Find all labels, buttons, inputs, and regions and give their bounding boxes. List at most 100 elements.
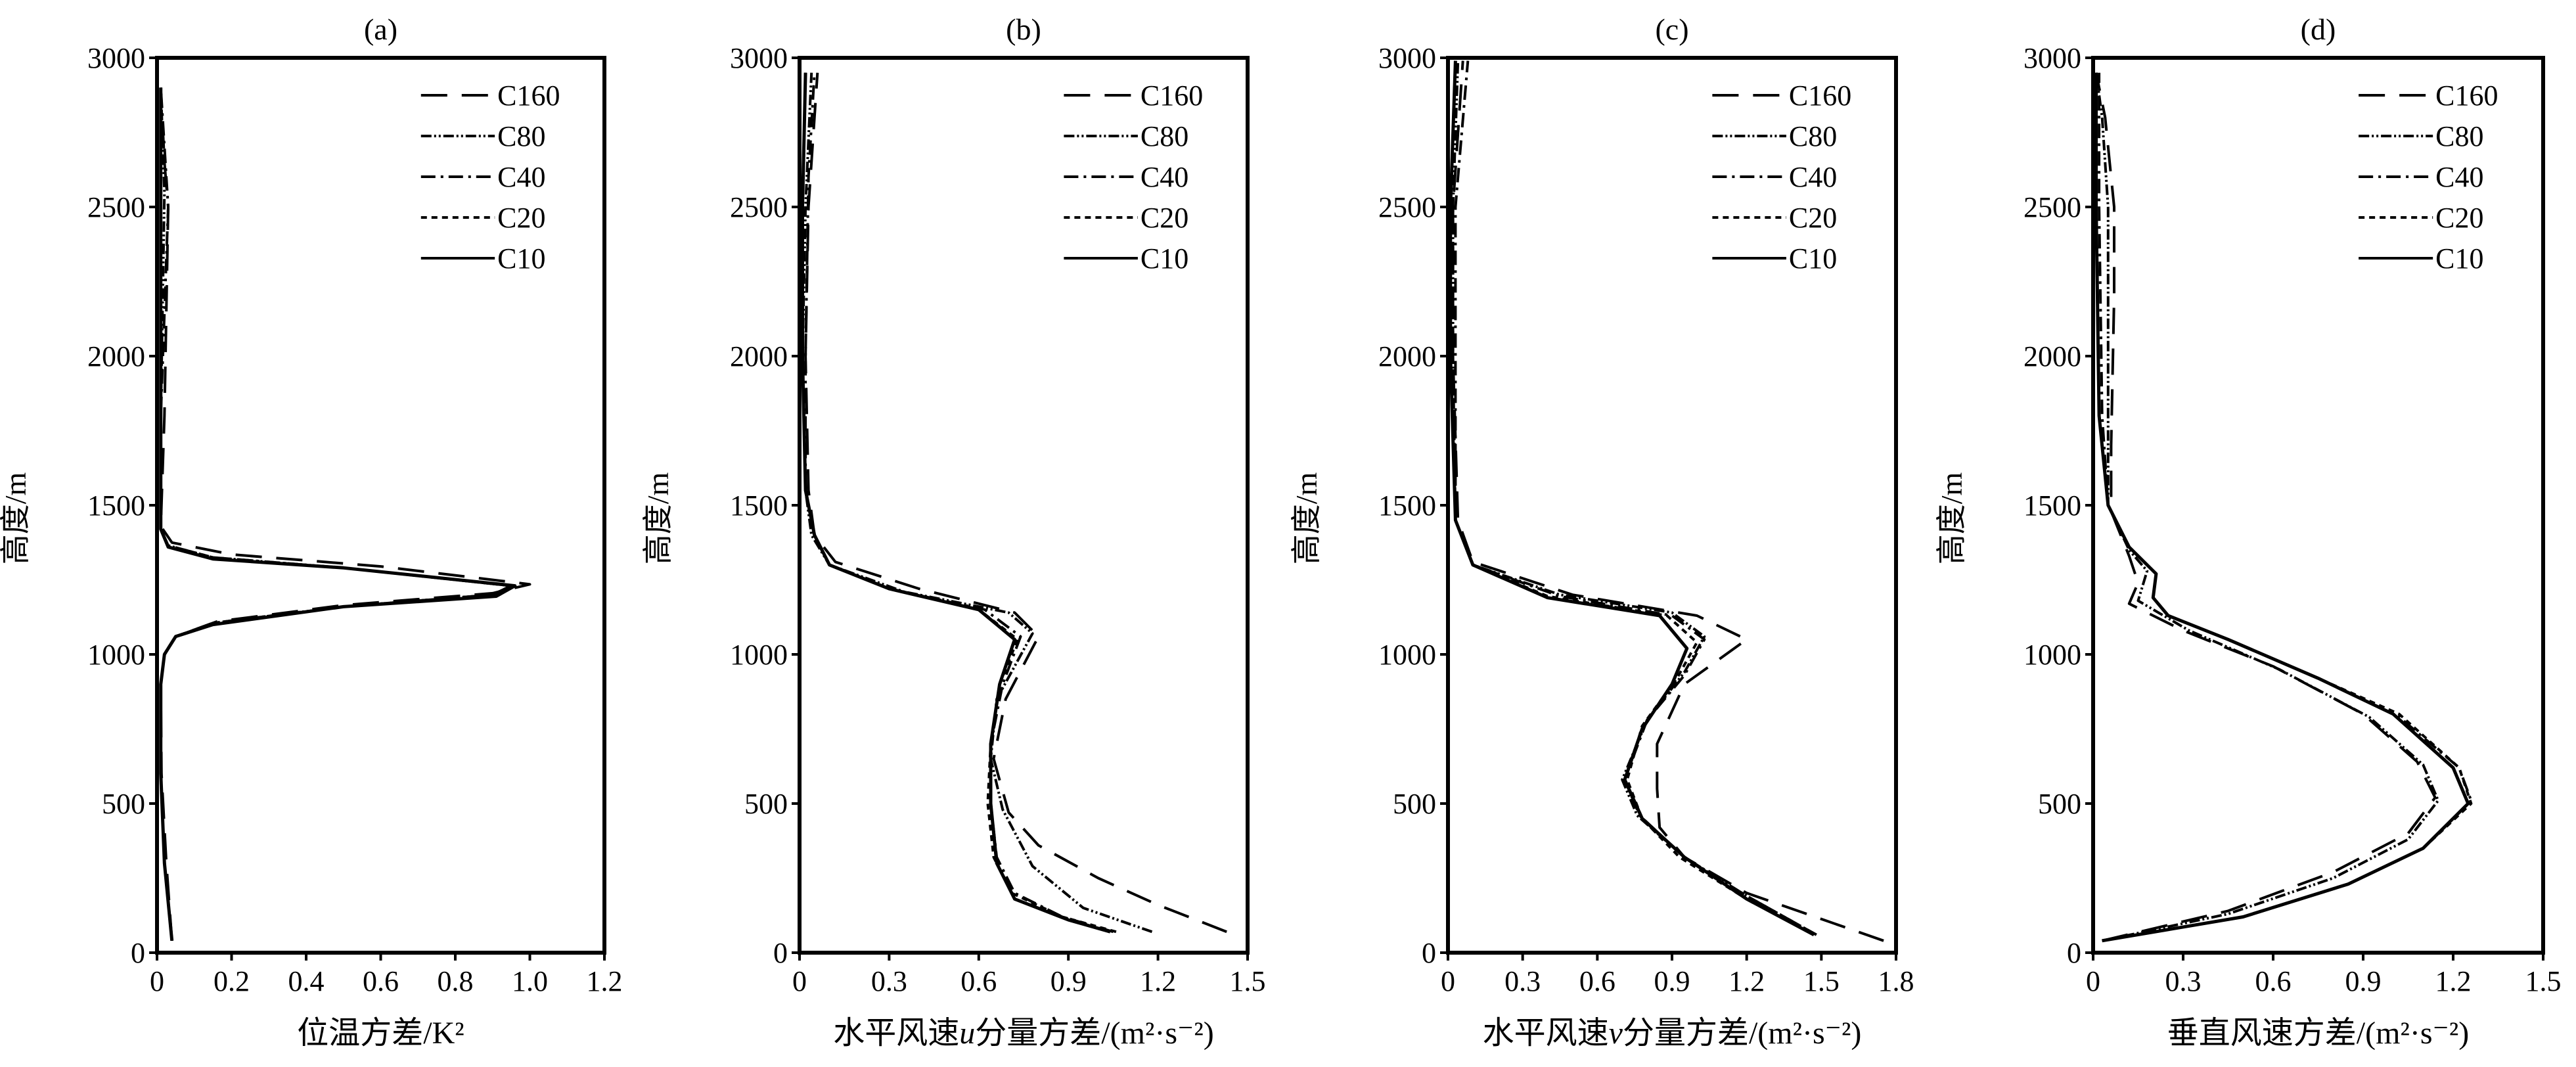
y-tick-label: 0 xyxy=(1422,937,1436,969)
x-tick-label: 0 xyxy=(2086,965,2100,997)
x-tick-label: 0.9 xyxy=(2345,965,2382,997)
y-tick-label: 1000 xyxy=(1378,639,1436,671)
series-line-c10 xyxy=(1449,60,1815,937)
y-tick-label: 2000 xyxy=(2023,340,2081,373)
y-tick-label: 3000 xyxy=(1378,42,1436,74)
series-line-c20 xyxy=(1449,60,1815,936)
y-tick-label: 0 xyxy=(773,937,788,969)
legend-label: C20 xyxy=(497,202,545,234)
panel-b: (b) C160 C80 C40 C20 C10 0 0.3 0.6 0.9 1.2 1.5 0 500 1… xyxy=(641,12,1266,1051)
x-tick-label: 1.0 xyxy=(512,965,548,997)
panel-a: (a) C160 C80 C40 C20 C10 0 0.2 0.4 0.6 0.8 1.0 1.2 0 5… xyxy=(0,12,623,1051)
series-line-c160 xyxy=(804,72,1227,934)
series-line-c20 xyxy=(2094,72,2473,942)
x-tick-label: 0.4 xyxy=(288,965,325,997)
y-tick-label: 3000 xyxy=(2023,42,2081,74)
y-axis-label: 高度/m xyxy=(0,472,32,565)
y-tick-label: 1500 xyxy=(87,489,145,522)
x-tick-label: 1.2 xyxy=(587,965,623,997)
legend-label: C80 xyxy=(1141,120,1188,152)
legend-label: C10 xyxy=(2435,242,2483,275)
legend-label: C40 xyxy=(2435,161,2483,193)
y-axis-label: 高度/m xyxy=(641,472,675,565)
series-line-c20 xyxy=(159,87,513,941)
y-tick-label: 500 xyxy=(1393,788,1436,820)
legend-label: C80 xyxy=(497,120,545,152)
legend-label: C20 xyxy=(2435,202,2483,234)
series-line-c80 xyxy=(159,87,516,941)
legend-label: C40 xyxy=(1141,161,1188,193)
x-tick-label: 0.2 xyxy=(214,965,250,997)
y-tick-label: 1500 xyxy=(730,489,788,522)
panel-c: (c) C160 C80 C40 C20 C10 0 0.3 0.6 0.9 1.2 1.5 1.8 0 5… xyxy=(1290,12,1914,1051)
y-tick-label: 1500 xyxy=(2023,489,2081,522)
x-axis-label-part: v xyxy=(1609,1016,1623,1051)
x-tick-label: 1.2 xyxy=(1729,965,1765,997)
x-tick-label: 0.3 xyxy=(1504,965,1541,997)
x-tick-label: 1.5 xyxy=(1803,965,1840,997)
series-line-c10 xyxy=(801,72,1111,934)
series-line-c10 xyxy=(2094,72,2470,943)
y-tick-label: 500 xyxy=(102,788,145,820)
x-tick-label: 0.6 xyxy=(960,965,997,997)
y-tick-label: 3000 xyxy=(730,42,788,74)
panel-title: (b) xyxy=(1006,12,1041,46)
panel-title: (c) xyxy=(1655,12,1688,46)
series-line-c160 xyxy=(159,87,531,941)
x-tick-label: 0.9 xyxy=(1654,965,1690,997)
y-axis-label: 高度/m xyxy=(1290,472,1323,565)
series-line-c160 xyxy=(2094,72,2437,942)
x-tick-label: 0.6 xyxy=(363,965,399,997)
legend-label: C40 xyxy=(1789,161,1837,193)
y-tick-label: 1000 xyxy=(730,639,788,671)
y-tick-label: 2000 xyxy=(730,340,788,373)
x-axis-label: 水平风速v分量方差/(m²·s⁻²) xyxy=(1483,1016,1862,1051)
x-tick-label: 0.8 xyxy=(438,965,474,997)
x-tick-label: 1.2 xyxy=(1140,965,1176,997)
x-axis-label-part: u xyxy=(959,1016,975,1051)
legend-label: C80 xyxy=(2435,120,2483,152)
legend-label: C160 xyxy=(1141,79,1203,112)
x-axis-label: 垂直风速方差/(m²·s⁻²) xyxy=(2167,1016,2469,1051)
series-line-c10 xyxy=(159,87,517,942)
x-tick-label: 0.6 xyxy=(1579,965,1616,997)
x-tick-label: 1.5 xyxy=(1230,965,1266,997)
x-axis-label-part: 分量方差/(m²·s⁻²) xyxy=(975,1016,1213,1051)
x-axis-label-part: 水平风速 xyxy=(1483,1016,1609,1051)
x-tick-label: 0 xyxy=(792,965,807,997)
legend-label: C10 xyxy=(1789,242,1837,275)
legend-label: C80 xyxy=(1789,120,1837,152)
x-tick-label: 0.3 xyxy=(871,965,907,997)
y-tick-label: 1000 xyxy=(87,639,145,671)
series-line-c40 xyxy=(159,87,513,941)
x-tick-label: 0 xyxy=(150,965,164,997)
y-tick-label: 1000 xyxy=(2023,639,2081,671)
legend-label: C20 xyxy=(1789,202,1837,234)
x-tick-label: 1.2 xyxy=(2435,965,2472,997)
y-tick-label: 2500 xyxy=(87,191,145,223)
y-axis-label: 高度/m xyxy=(1935,472,1968,565)
x-tick-label: 0.9 xyxy=(1051,965,1087,997)
y-tick-label: 2500 xyxy=(730,191,788,223)
x-tick-label: 0 xyxy=(1441,965,1455,997)
y-tick-label: 2500 xyxy=(1378,191,1436,223)
y-tick-label: 2500 xyxy=(2023,191,2081,223)
y-tick-label: 2000 xyxy=(1378,340,1436,373)
x-tick-label: 1.5 xyxy=(2525,965,2562,997)
legend-label: C160 xyxy=(497,79,560,112)
y-tick-label: 500 xyxy=(2038,788,2081,820)
y-tick-label: 2000 xyxy=(87,340,145,373)
series-line-c20 xyxy=(801,72,1117,934)
x-tick-label: 0.3 xyxy=(2165,965,2202,997)
panel-title: (d) xyxy=(2301,12,2336,46)
series-line-c40 xyxy=(804,72,1114,934)
legend-label: C20 xyxy=(1141,202,1188,234)
x-axis-label-part: 分量方差/(m²·s⁻²) xyxy=(1623,1016,1861,1051)
legend-label: C10 xyxy=(497,242,545,275)
panel-title: (a) xyxy=(364,12,397,46)
y-tick-label: 1500 xyxy=(1378,489,1436,522)
y-tick-label: 3000 xyxy=(87,42,145,74)
series-line-c80 xyxy=(801,72,1153,934)
legend-label: C160 xyxy=(2435,79,2498,112)
